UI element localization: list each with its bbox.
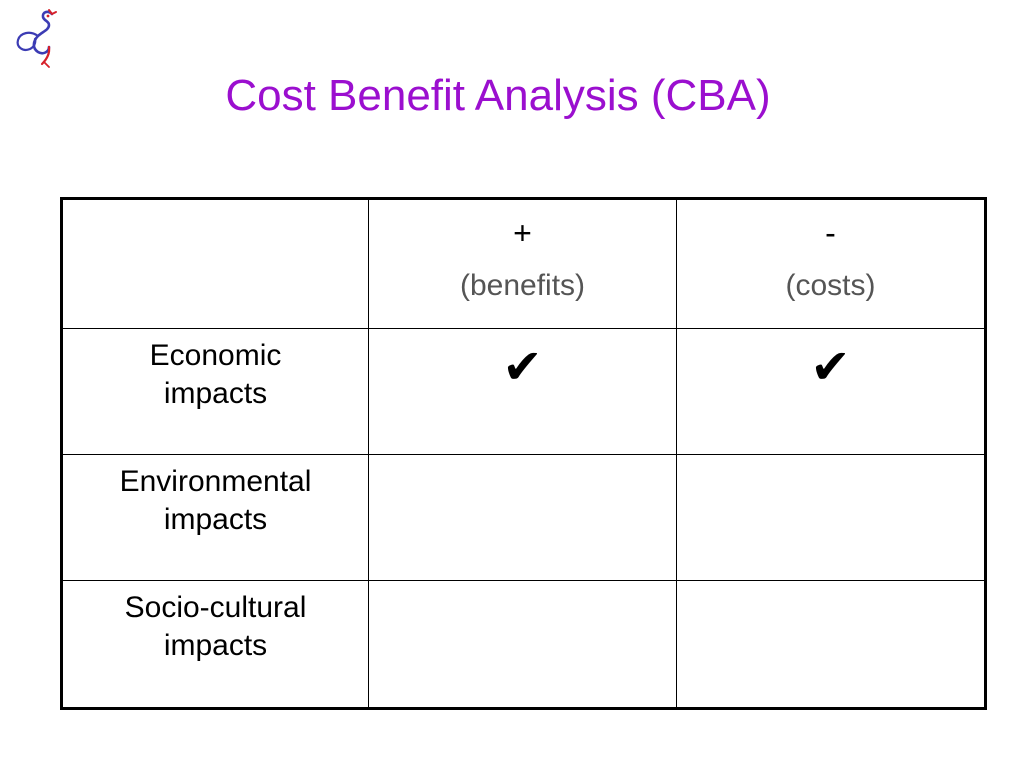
- table-row: Environmental impacts: [61, 454, 986, 581]
- plus-sign: +: [513, 215, 532, 251]
- checkmark-icon: ✔: [810, 339, 851, 395]
- checkmark-icon: ✔: [502, 339, 543, 395]
- row-label-line1: Economic: [149, 339, 282, 372]
- row-label-cell: Socio-cultural impacts: [61, 580, 369, 709]
- seahorse-logo-icon: [16, 9, 57, 68]
- row-label-line2: impacts: [163, 503, 268, 536]
- row-label-cell: Economic impacts: [61, 328, 369, 455]
- benefit-cell: ✔: [368, 328, 677, 455]
- costs-header-cell: - (costs): [676, 198, 986, 329]
- benefit-cell: [368, 454, 677, 581]
- minus-sign: -: [825, 215, 836, 251]
- benefits-label: (benefits): [459, 269, 586, 302]
- table-row: Economic impacts ✔ ✔: [61, 328, 986, 455]
- row-label-line2: impacts: [163, 377, 268, 410]
- table-header-row: + (benefits) - (costs): [61, 198, 986, 329]
- table-row: Socio-cultural impacts: [61, 580, 986, 709]
- benefit-cell: [368, 580, 677, 709]
- costs-label: (costs): [785, 269, 876, 302]
- corner-cell: [61, 198, 369, 329]
- row-label-cell: Environmental impacts: [61, 454, 369, 581]
- cost-cell: [676, 454, 986, 581]
- slide-title: Cost Benefit Analysis (CBA): [225, 71, 771, 120]
- cost-cell: [676, 580, 986, 709]
- row-label-line1: Socio-cultural: [124, 591, 307, 624]
- cost-cell: ✔: [676, 328, 986, 455]
- row-label-line2: impacts: [163, 629, 268, 662]
- benefits-header-cell: + (benefits): [368, 198, 677, 329]
- cba-table: + (benefits) - (costs) Economic impacts …: [60, 197, 987, 710]
- row-label-line1: Environmental: [119, 465, 312, 498]
